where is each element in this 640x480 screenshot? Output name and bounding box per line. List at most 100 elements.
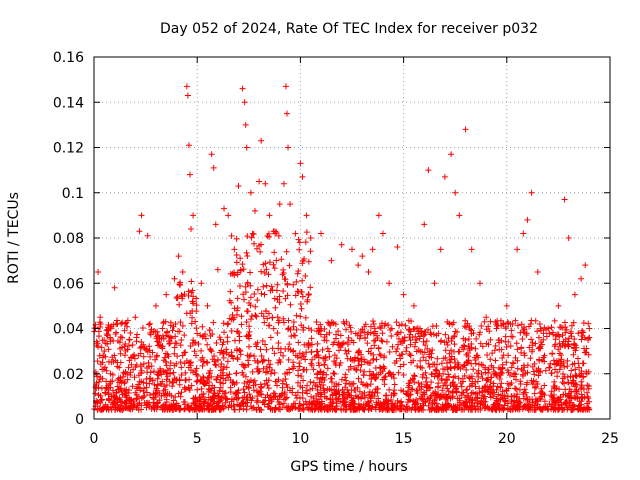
data-point [328,257,335,264]
data-point [338,241,345,248]
data-point [287,201,294,208]
data-point [242,121,249,128]
data-points [93,83,593,389]
data-point [318,230,325,237]
data-point [251,207,258,214]
x-tick-label: 5 [193,431,202,447]
data-point [95,268,102,275]
data-point [285,144,292,151]
x-tick-label: 0 [90,431,99,447]
data-point [545,325,552,332]
y-tick-label: 0.02 [53,367,84,383]
data-point [410,302,417,309]
data-point [421,221,428,228]
data-point [297,160,304,167]
data-point [303,212,310,219]
data-point [282,83,289,90]
data-point [379,230,386,237]
x-tick-label: 10 [291,431,309,447]
data-point [307,235,314,241]
data-point [185,142,192,149]
data-point [448,151,455,158]
data-point [483,314,490,321]
data-point [241,99,248,106]
x-tick-label: 20 [498,431,516,447]
data-point [586,325,593,332]
data-point [243,144,250,151]
data-point [462,126,469,133]
data-point [431,280,438,287]
data-point-cloud-path [91,228,593,413]
y-tick-label: 0 [75,412,84,428]
data-point [276,201,283,208]
x-tick-label: 25 [601,431,619,447]
data-point [400,291,407,298]
data-point [280,180,287,187]
data-point [555,302,562,309]
data-point [578,275,585,282]
data-point [221,205,228,212]
chart-title: Day 052 of 2024, Rate Of TEC Index for r… [160,21,538,37]
data-point [365,268,372,275]
data-point [349,246,355,253]
data-point [514,246,521,253]
data-point [101,348,108,355]
data-point [493,325,500,332]
data-point [186,171,193,178]
data-point [144,232,151,239]
data-point [437,246,444,253]
y-tick-label: 0.16 [53,50,84,66]
y-tick-label: 0.04 [53,322,84,338]
data-point [534,268,541,275]
data-point [520,230,527,237]
data-point-cloud [91,228,593,413]
data-point [132,314,139,321]
data-point [369,246,376,253]
data-point [126,336,133,343]
data-point [235,182,242,189]
data-point [175,253,182,260]
x-tick-label: 15 [395,431,413,447]
data-point [171,275,178,282]
data-point [198,280,205,287]
data-point [184,92,191,99]
data-point [117,359,124,366]
data-point [299,173,306,180]
grid-lines [94,57,610,419]
data-point [270,228,277,235]
data-point [283,110,290,117]
data-point [179,268,186,275]
data-point [582,262,589,269]
data-point [256,178,263,185]
data-point [476,280,483,287]
data-point [375,212,382,219]
y-tick-label: 0.06 [53,276,84,292]
data-point [503,302,510,309]
data-point [208,151,215,158]
y-tick-label: 0.08 [53,231,84,247]
data-point [97,314,104,321]
data-point [355,262,362,269]
data-point [239,85,246,92]
data-point [188,225,195,232]
data-point [190,212,197,219]
data-point [225,212,232,219]
data-point [107,370,114,377]
y-tick-label: 0.14 [53,95,84,111]
data-point [258,137,265,144]
data-point [528,189,535,196]
axes: 0 0.02 0.04 0.06 0.08 0.1 0.12 0.14 0.16 0 5 10 15 20… [53,50,619,447]
data-point [394,244,401,251]
data-point [452,189,459,196]
data-point [441,173,448,180]
data-point [247,189,254,196]
x-axis-label: GPS time / hours [290,459,407,475]
y-tick-label: 0.1 [62,186,84,202]
data-point [425,167,432,174]
plot-frame [93,56,611,420]
data-point [214,266,221,273]
y-axis-label: ROTI / TECUs [6,192,22,284]
data-point [571,291,578,298]
data-point [183,83,190,90]
